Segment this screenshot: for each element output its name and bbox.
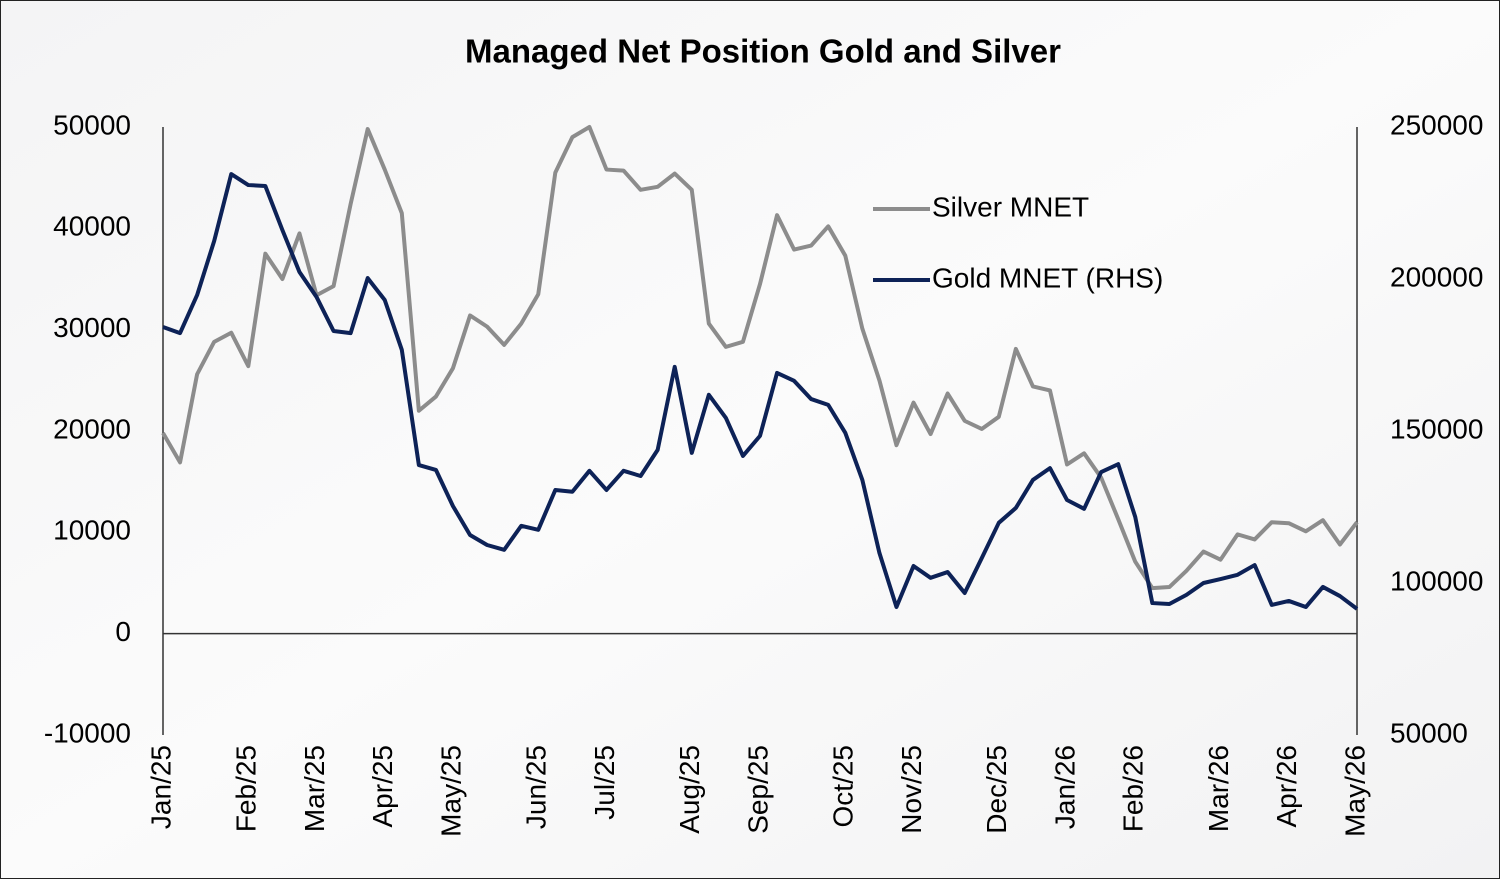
y2-tick-label: 150000	[1390, 413, 1483, 444]
legend-label: Gold MNET (RHS)	[932, 262, 1163, 293]
series-line	[162, 172, 1359, 611]
x-tick-label: Oct/25	[828, 745, 859, 827]
x-tick-label: Jul/25	[589, 745, 620, 820]
y2-tick-label: 50000	[1390, 717, 1468, 748]
series-line	[161, 125, 1359, 591]
x-tick-label: Jan/25	[145, 745, 176, 829]
y-tick-label: 30000	[53, 312, 131, 343]
x-tick-label: Dec/25	[981, 745, 1012, 834]
x-tick-label: Mar/25	[299, 745, 330, 832]
x-tick-label: Sep/25	[742, 745, 773, 834]
y-tick-label: 50000	[53, 109, 131, 140]
x-tick-label: Aug/25	[674, 745, 705, 834]
y-tick-label: 40000	[53, 211, 131, 242]
chart-title: Managed Net Position Gold and Silver	[465, 33, 1061, 70]
y-tick-label: 0	[115, 616, 131, 647]
x-tick-label: Jan/26	[1049, 745, 1080, 829]
x-tick-label: Feb/25	[231, 745, 262, 832]
x-tick-label: May/25	[435, 745, 466, 837]
y2-tick-label: 200000	[1390, 261, 1483, 292]
y-tick-label: 20000	[53, 413, 131, 444]
y2-tick-label: 100000	[1390, 565, 1483, 596]
legend-label: Silver MNET	[932, 191, 1089, 222]
x-tick-label: Apr/25	[367, 745, 398, 828]
x-tick-label: Feb/26	[1118, 745, 1149, 832]
x-tick-label: Mar/26	[1203, 745, 1234, 832]
x-tick-label: May/26	[1339, 745, 1370, 837]
x-tick-label: Jun/25	[521, 745, 552, 829]
x-tick-label: Apr/26	[1271, 745, 1302, 828]
y-tick-label: -10000	[44, 717, 131, 748]
y2-tick-label: 250000	[1390, 109, 1483, 140]
y-tick-label: 10000	[53, 515, 131, 546]
x-tick-label: Nov/25	[896, 745, 927, 834]
